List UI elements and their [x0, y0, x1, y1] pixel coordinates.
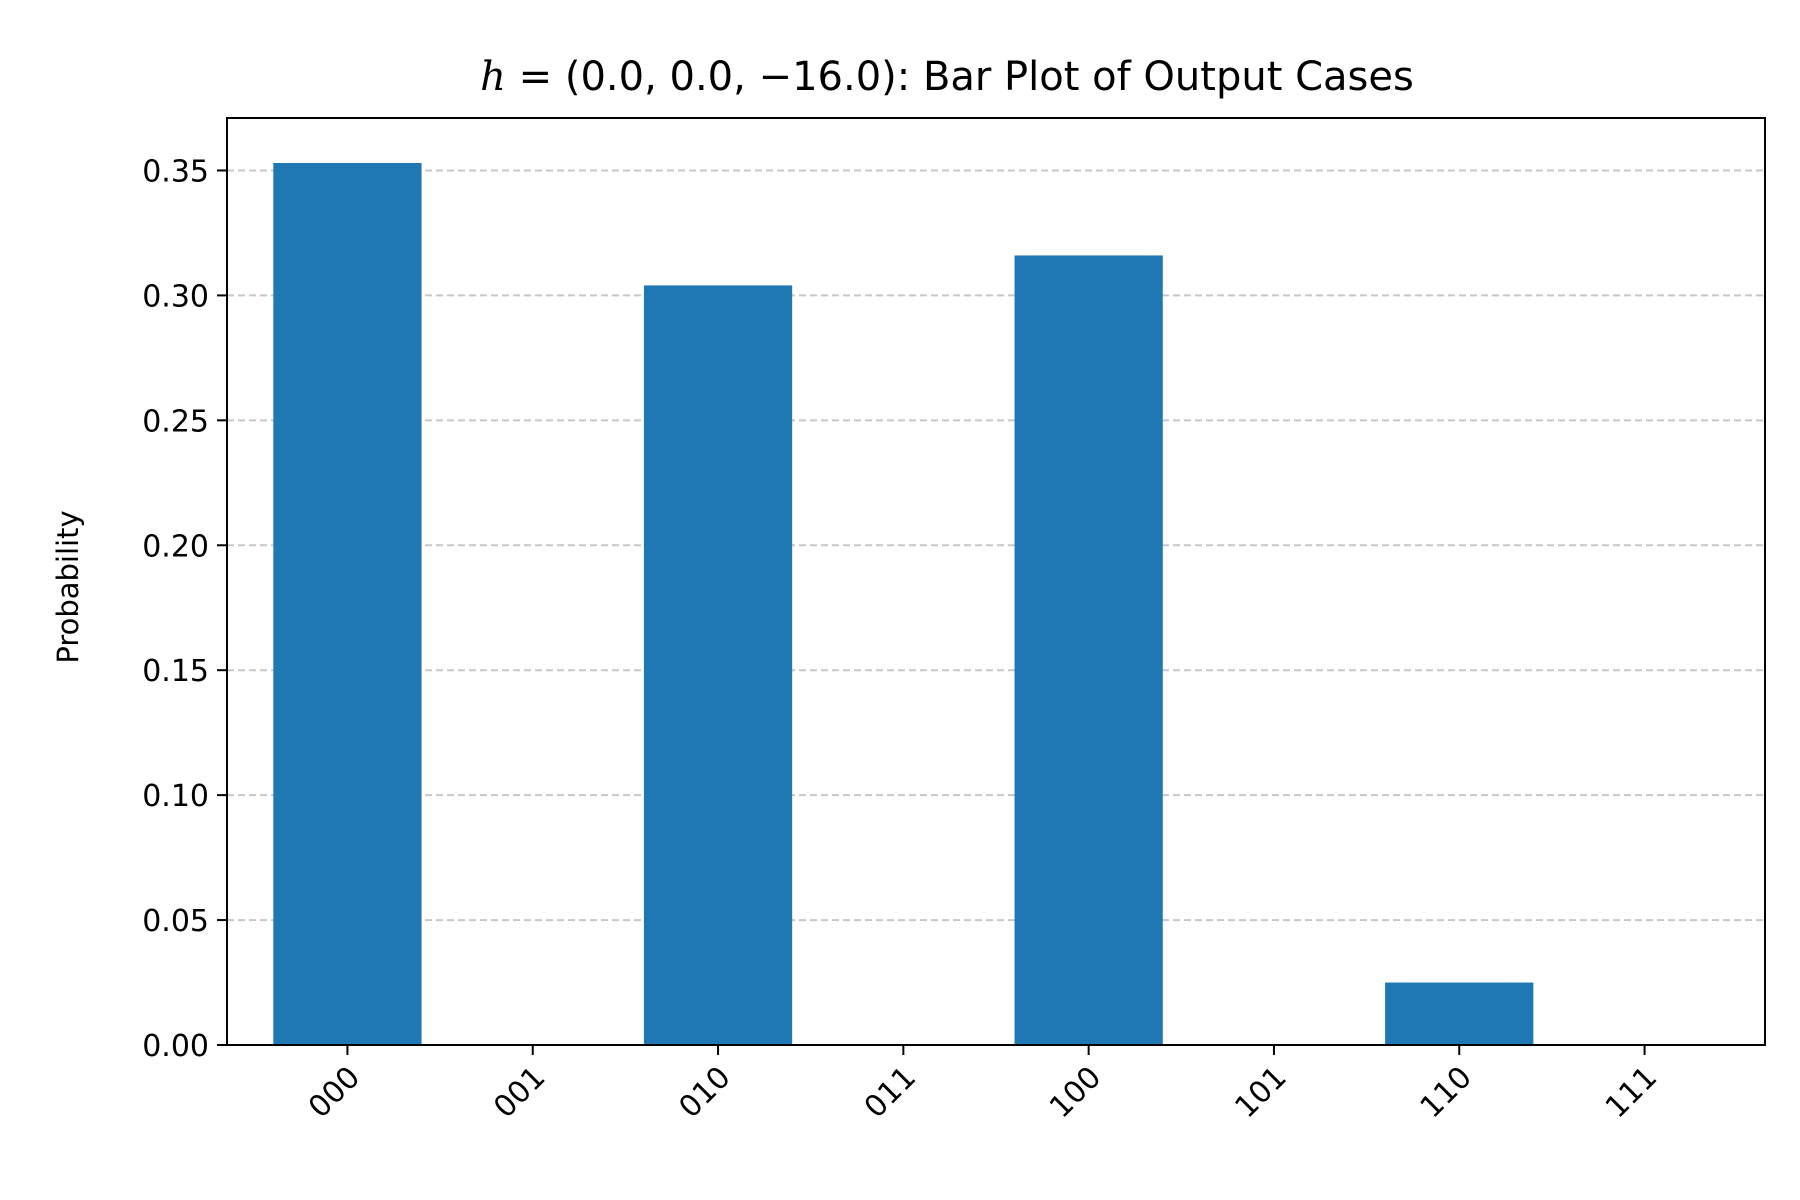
chart-title: h = (0.0, 0.0, −16.0): Bar Plot of Outpu… [480, 54, 1414, 100]
bars [273, 162, 1534, 1046]
chart-title-text: : Bar Plot of Output Cases [897, 54, 1414, 100]
bar-010 [643, 285, 793, 1046]
bar-000 [273, 162, 422, 1046]
chart-title-variable: h [480, 54, 506, 100]
y-tick-label: 0.15 [142, 654, 209, 689]
y-tick-label: 0.25 [142, 404, 209, 439]
y-tick-label: 0.35 [142, 154, 209, 189]
y-tick-label: 0.05 [142, 904, 209, 939]
plot-frame [226, 117, 1766, 1046]
chart-title-formula: = (0.0, 0.0, −16.0) [506, 54, 897, 100]
grid-lines [227, 169, 1765, 922]
y-tick-label: 0.20 [142, 529, 209, 564]
bar-100 [1014, 255, 1163, 1045]
y-axis-label: Probability [51, 510, 85, 663]
y-axis-ticks: 0.00 0.05 0.10 0.15 0.20 0.25 0.30 0.35 [142, 154, 227, 1064]
bar-110 [1385, 982, 1534, 1045]
y-tick-label: 0.10 [142, 779, 209, 814]
y-tick-label: 0.00 [142, 1029, 209, 1064]
y-tick-label: 0.30 [142, 279, 209, 314]
